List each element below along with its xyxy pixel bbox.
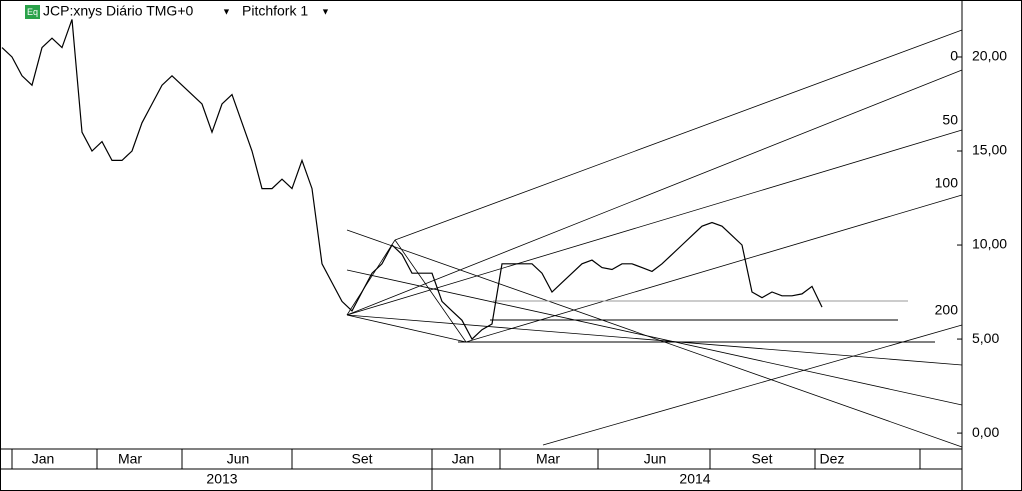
x-tick-label: Jun: [644, 451, 667, 467]
pitchfork-level: 0: [950, 48, 958, 64]
chart-subtitle[interactable]: Pitchfork 1: [242, 3, 308, 19]
x-tick-label: Jan: [452, 451, 475, 467]
y-tick-label: 10,00: [972, 236, 1007, 252]
badge: [25, 5, 40, 19]
y-tick-label: 0,00: [972, 424, 999, 440]
dropdown-arrow[interactable]: ▼: [222, 6, 231, 16]
x-tick-label: Set: [751, 451, 772, 467]
price-line: [1, 19, 823, 341]
pitchfork: [346, 29, 963, 448]
x-tick-label: Dez: [820, 451, 845, 467]
x-tick-label: Mar: [536, 451, 560, 467]
y-tick-label: 5,00: [972, 330, 999, 346]
x-tick-label: Jan: [32, 451, 55, 467]
pitchfork-level: 200: [935, 302, 959, 318]
chart-title[interactable]: JCP:xnys Diário TMG+0: [43, 3, 193, 19]
year-label: 2013: [206, 471, 237, 487]
x-tick-label: Jun: [227, 451, 250, 467]
y-tick-label: 15,00: [972, 142, 1007, 158]
y-tick-label: 20,00: [972, 48, 1007, 64]
dropdown-arrow[interactable]: ▼: [321, 6, 330, 16]
pitchfork-level: 50: [942, 112, 958, 128]
year-label: 2014: [679, 471, 710, 487]
badge-text: Eq: [27, 7, 38, 17]
x-tick-label: Set: [351, 451, 372, 467]
x-tick-label: Mar: [118, 451, 142, 467]
pitchfork-level: 100: [935, 175, 959, 191]
